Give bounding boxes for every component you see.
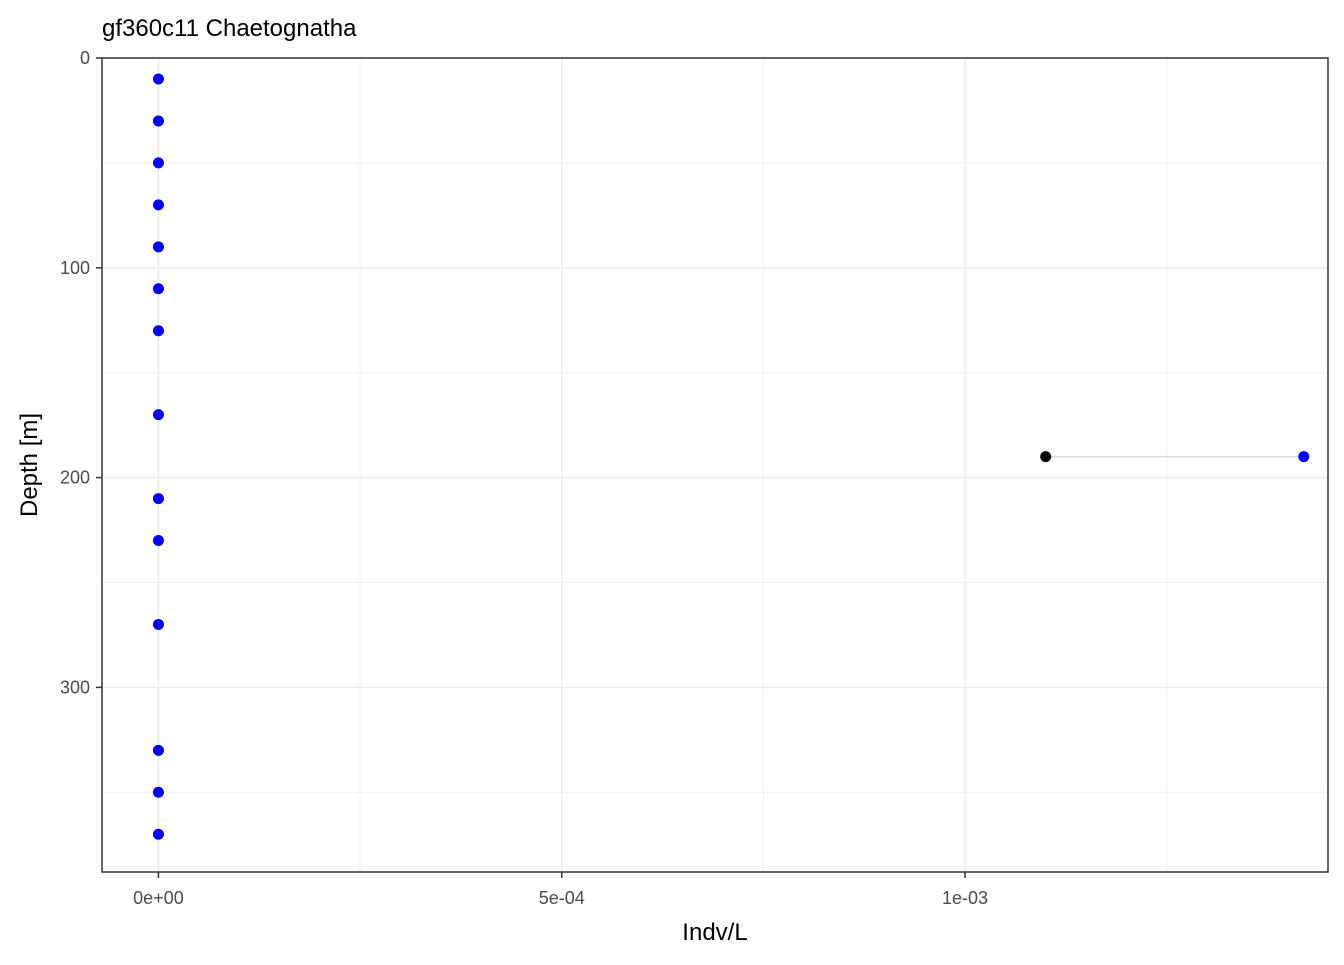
x-tick-label: 1e-03 (942, 888, 988, 908)
data-point (1298, 451, 1310, 463)
x-axis-ticks: 0e+00 5e-04 1e-03 (133, 872, 988, 908)
data-point (152, 828, 164, 840)
y-tick-label: 200 (60, 468, 90, 488)
y-tick-label: 100 (60, 258, 90, 278)
data-point (152, 618, 164, 630)
chart-title: gf360c11 Chaetognatha (102, 15, 357, 42)
data-points (152, 73, 1310, 840)
data-point (152, 744, 164, 756)
data-point (152, 241, 164, 253)
plot-panel-border (101, 57, 1329, 873)
x-axis-label: Indv/L (682, 919, 747, 946)
data-point (152, 283, 164, 295)
y-tick-label: 0 (80, 48, 90, 68)
data-point (1040, 451, 1052, 463)
y-tick-label: 300 (60, 677, 90, 697)
data-point (152, 157, 164, 169)
data-point (152, 493, 164, 505)
y-axis-ticks: 0 100 200 300 (60, 48, 102, 697)
data-point (152, 535, 164, 547)
data-point (152, 786, 164, 798)
x-tick-label: 5e-04 (539, 888, 585, 908)
data-point (152, 73, 164, 85)
x-tick-label: 0e+00 (133, 888, 184, 908)
data-point (152, 199, 164, 211)
data-point (152, 115, 164, 127)
data-point (152, 325, 164, 337)
y-axis-label: Depth [m] (16, 413, 43, 517)
data-point (152, 409, 164, 421)
